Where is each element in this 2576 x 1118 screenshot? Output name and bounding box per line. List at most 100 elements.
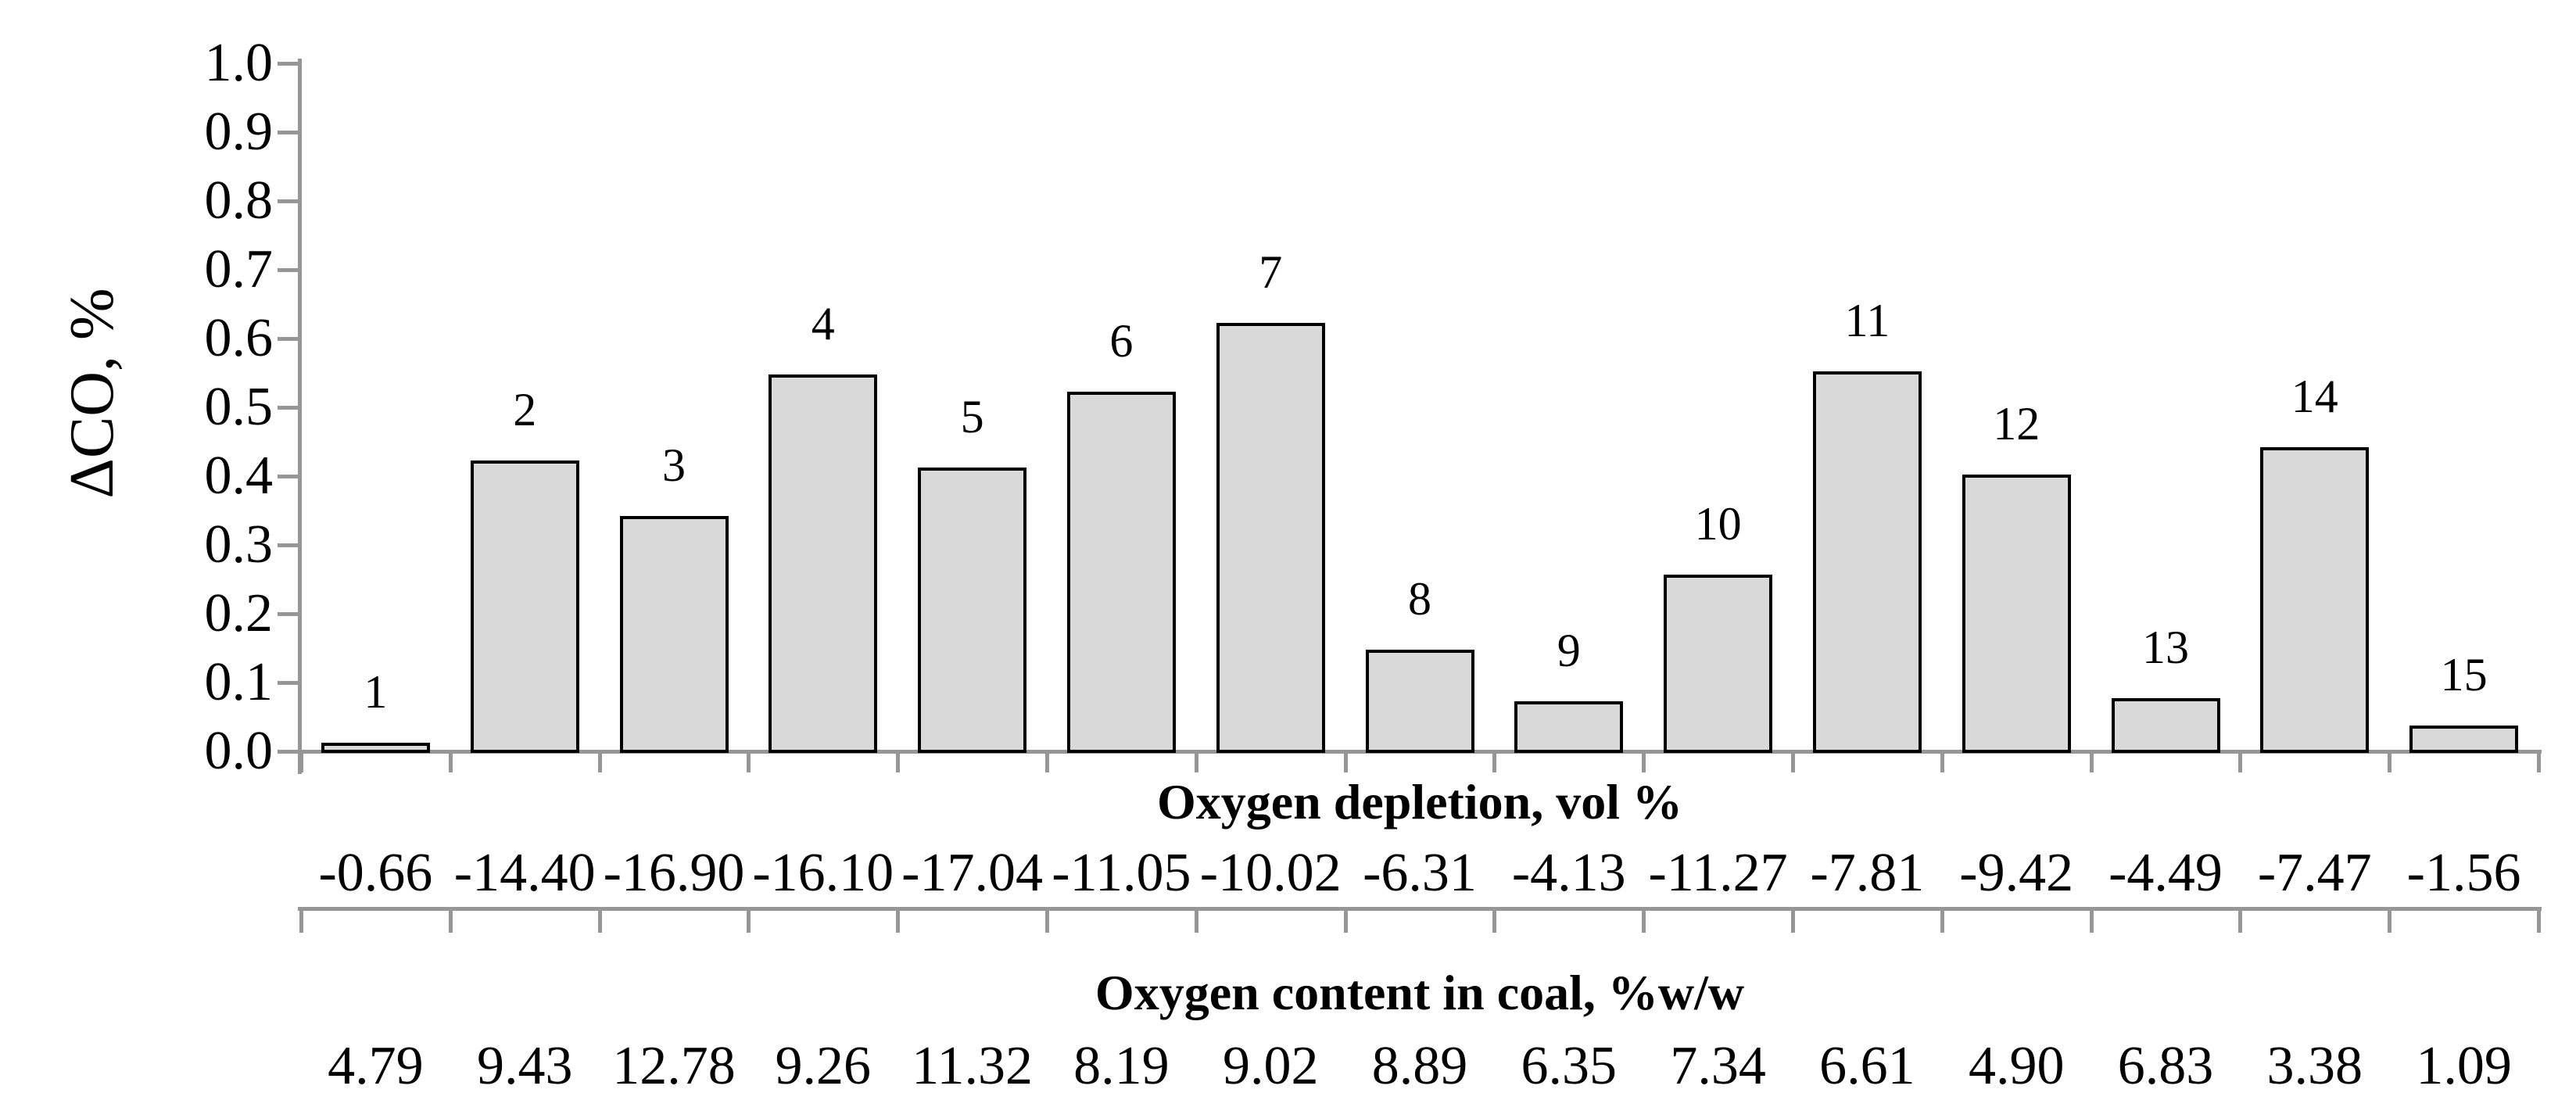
category-boundary-tick [2089,750,2094,772]
separator-boundary-tick [1045,907,1049,933]
y-axis-line [298,59,302,774]
oxygen-depletion-value: -16.90 [603,843,745,903]
separator-boundary-tick [2388,907,2392,933]
separator-boundary-tick [1791,907,1795,933]
y-axis-tick [278,131,299,134]
oxygen-content-value: 8.19 [1073,1036,1170,1096]
separator-boundary-tick [1940,907,1944,933]
y-axis-tick [278,475,299,478]
bar [321,743,430,753]
oxygen-content-value: 9.26 [775,1036,872,1096]
bar [470,460,579,753]
category-boundary-tick [896,750,901,772]
category-boundary-tick [1045,750,1049,772]
oxygen-content-value: 3.38 [2266,1036,2363,1096]
category-boundary-tick [2388,750,2392,772]
separator-boundary-tick [448,907,453,933]
separator-boundary-tick [1343,907,1348,933]
y-tick-label: 0.3 [204,514,274,575]
oxygen-depletion-value: -10.02 [1199,843,1342,903]
y-tick-label: 0.8 [204,170,274,231]
separator-boundary-tick [1194,907,1198,933]
bar-value-label: 1 [364,666,388,718]
x-axis-title-oxygen-content: Oxygen content in coal, %w/w [1095,965,1745,1020]
bar [769,374,878,753]
bar-value-label: 5 [960,391,984,443]
bar [1066,392,1176,753]
separator-boundary-tick [597,907,602,933]
separator-boundary-tick [2089,907,2094,933]
y-axis-tick [278,62,299,66]
y-axis-tick [278,681,299,685]
oxygen-depletion-value: -11.27 [1648,843,1788,903]
oxygen-content-value: 4.90 [1968,1036,2065,1096]
y-axis-tick [278,406,299,410]
category-boundary-tick [1343,750,1348,772]
category-boundary-tick [2238,750,2243,772]
y-tick-label: 1.0 [204,33,274,93]
separator-boundary-tick [896,907,901,933]
oxygen-depletion-value: -6.31 [1363,843,1477,903]
bar [2409,726,2519,753]
separator-boundary-tick [1642,907,1646,933]
oxygen-content-value: 11.32 [912,1036,1034,1096]
oxygen-depletion-value: -11.05 [1052,843,1191,903]
category-boundary-tick [299,750,303,772]
bar-value-label: 9 [1557,625,1581,677]
category-boundary-tick [1194,750,1198,772]
oxygen-depletion-value: -16.10 [752,843,894,903]
bar [1962,475,2071,753]
category-boundary-tick [448,750,453,772]
y-tick-label: 0.0 [204,721,274,781]
y-axis-tick [278,199,299,203]
bar [1514,701,1624,753]
bar-value-label: 7 [1259,246,1283,299]
oxygen-depletion-value: -0.66 [318,843,433,903]
y-tick-label: 0.4 [204,446,274,506]
y-axis-tick [278,543,299,547]
oxygen-content-value: 4.79 [328,1036,424,1096]
separator-boundary-tick [1492,907,1497,933]
bar-value-label: 11 [1844,295,1890,346]
x-axis-title-oxygen-depletion: Oxygen depletion, vol % [1156,774,1683,830]
oxygen-content-value: 9.43 [476,1036,573,1096]
separator-boundary-tick [299,907,303,933]
y-axis-tick [278,337,299,341]
bar [918,468,1027,753]
y-tick-label: 0.6 [204,308,274,368]
y-tick-label: 0.2 [204,583,274,643]
bar-value-label: 8 [1407,573,1431,625]
category-boundary-tick [1940,750,1944,772]
category-boundary-tick [1642,750,1646,772]
y-axis-tick [278,750,299,754]
oxygen-content-value: 8.89 [1371,1036,1468,1096]
bar [2260,446,2370,753]
bar [1216,323,1325,753]
bar-value-label: 3 [661,439,686,491]
oxygen-content-value: 6.35 [1521,1036,1618,1096]
separator-boundary-tick [2537,907,2541,933]
oxygen-depletion-value: -9.42 [1959,843,2074,903]
bar [1664,574,1773,753]
oxygen-depletion-value: -14.40 [453,843,596,903]
bar-value-label: 6 [1109,315,1134,367]
bar [1365,650,1474,753]
y-axis-tick [278,268,299,272]
oxygen-depletion-value: -1.56 [2406,843,2521,903]
bar [1812,371,1922,753]
oxygen-depletion-value: -7.81 [1810,843,1925,903]
y-tick-label: 0.5 [204,377,274,437]
bar-value-label: 12 [1993,398,2040,450]
oxygen-depletion-value: -4.49 [2108,843,2223,903]
oxygen-content-value: 9.02 [1222,1036,1319,1096]
oxygen-depletion-value: -4.13 [1511,843,1626,903]
bar-value-label: 14 [2291,370,2338,422]
bar-value-label: 15 [2440,649,2488,701]
bar-value-label: 13 [2141,622,2189,673]
oxygen-content-value: 1.09 [2416,1036,2512,1096]
oxygen-content-value: 6.61 [1819,1036,1915,1096]
oxygen-depletion-value: -7.47 [2257,843,2372,903]
category-boundary-tick [1492,750,1497,772]
bar-value-label: 10 [1694,497,1742,550]
